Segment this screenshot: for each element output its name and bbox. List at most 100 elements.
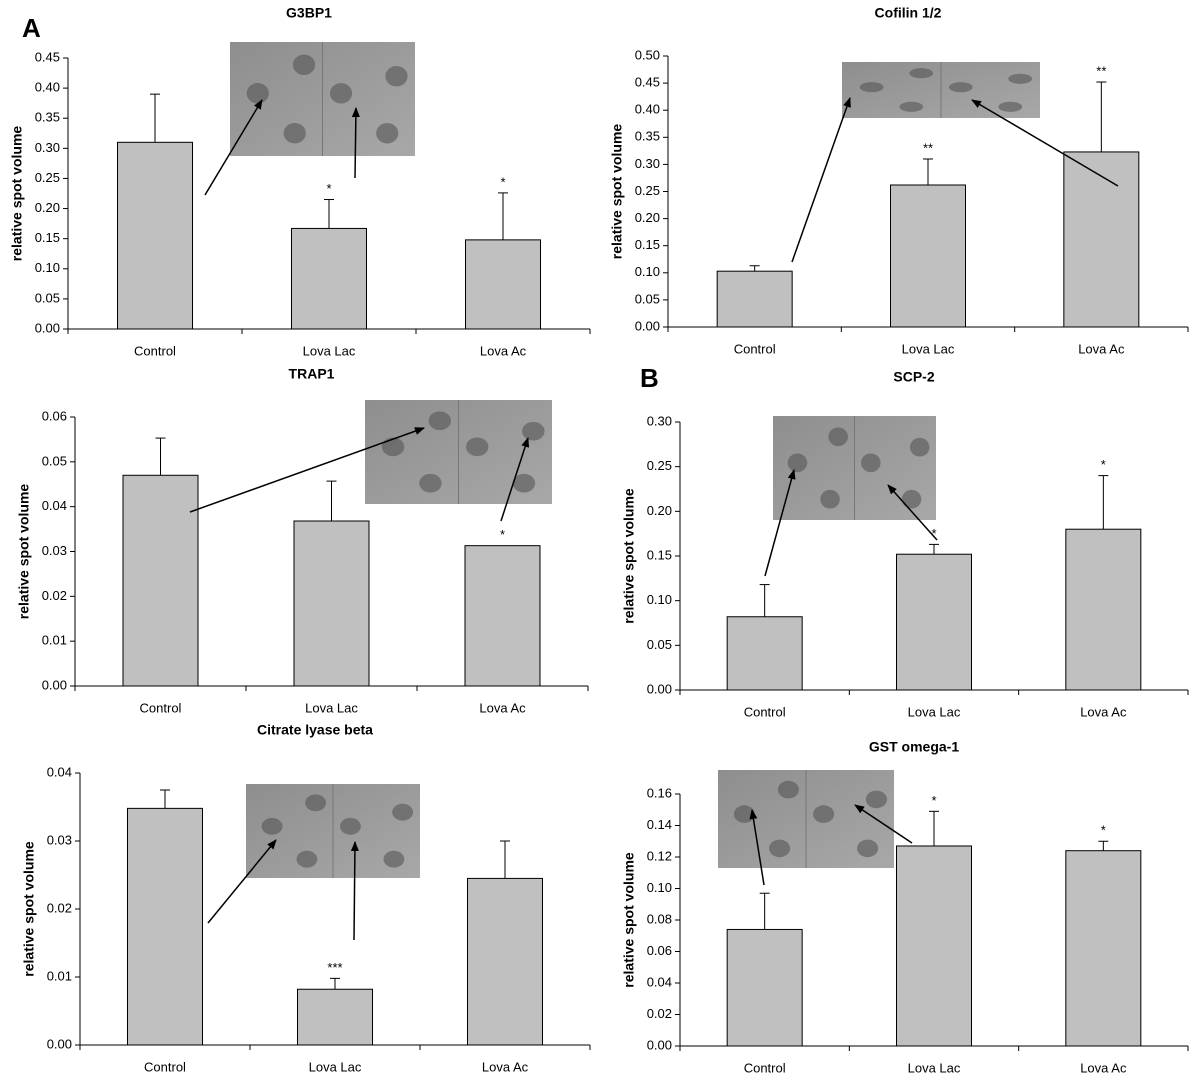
x-tick-label: Control (134, 343, 176, 358)
x-tick-label: Control (744, 1060, 786, 1075)
y-tick-label: 0.05 (42, 453, 67, 468)
gel-spot (292, 54, 316, 76)
gel-spot (246, 83, 269, 104)
x-tick-label: Lova Lac (305, 700, 358, 715)
arrow (854, 804, 913, 844)
y-axis-label: relative spot volume (609, 124, 625, 260)
chart-title: SCP-2 (893, 369, 934, 385)
arrow (749, 809, 765, 886)
y-tick-label: 0.40 (635, 102, 660, 117)
gel-spot (522, 421, 545, 441)
bar (726, 928, 803, 1047)
y-tick-label: 0.45 (635, 75, 660, 90)
y-tick-label: 0.40 (35, 80, 60, 95)
y-tick-label: 0.00 (647, 681, 672, 696)
gel-spot (261, 817, 283, 835)
y-tick-label: 0.30 (35, 140, 60, 155)
bar (1065, 528, 1142, 691)
bar (291, 227, 367, 330)
gel-spot (828, 427, 848, 447)
y-tick-label: 0.35 (635, 129, 660, 144)
bar (293, 520, 370, 687)
y-tick-label: 0.15 (35, 230, 60, 245)
y-tick-label: 0.25 (635, 183, 660, 198)
y-axis-label: relative spot volume (621, 488, 637, 624)
significance: *** (327, 960, 342, 975)
gel-spot (899, 101, 924, 112)
y-tick-label: 0.00 (635, 318, 660, 333)
gel-spot (777, 780, 799, 799)
chart-title: GST omega-1 (869, 739, 959, 755)
x-tick-label: Lova Ac (479, 700, 526, 715)
bar (1063, 151, 1140, 328)
y-axis-label: relative spot volume (21, 841, 37, 977)
significance: * (326, 181, 331, 196)
x-tick-label: Lova Lac (908, 704, 961, 719)
gel-spot (512, 473, 536, 493)
y-tick-label: 0.50 (635, 47, 660, 62)
gel-spot (329, 83, 353, 104)
bar (464, 545, 541, 687)
x-tick-label: Lova Ac (480, 343, 527, 358)
x-tick-label: Control (140, 700, 182, 715)
bar (465, 239, 541, 330)
panel-label: B (640, 363, 659, 393)
y-tick-label: 0.25 (35, 170, 60, 185)
y-tick-label: 0.03 (47, 832, 72, 847)
x-tick-label: Lova Lac (908, 1060, 961, 1075)
chart-title: Cofilin 1/2 (875, 5, 942, 21)
y-tick-label: 0.05 (635, 291, 660, 306)
x-tick-label: Control (744, 704, 786, 719)
gel-spot (859, 82, 884, 93)
x-tick-label: Lova Lac (303, 343, 356, 358)
y-tick-label: 0.05 (35, 290, 60, 305)
y-tick-label: 0.05 (647, 637, 672, 652)
y-tick-label: 0.10 (35, 260, 60, 275)
significance: * (931, 793, 936, 808)
arrow (351, 107, 360, 179)
gel-spot (383, 850, 405, 868)
x-tick-label: Control (734, 341, 776, 356)
gel-spot (948, 82, 973, 93)
y-tick-label: 0.00 (647, 1037, 672, 1052)
significance: * (1101, 823, 1106, 838)
gel-spot (419, 473, 442, 493)
significance: * (1101, 457, 1106, 472)
x-tick-label: Lova Lac (309, 1059, 362, 1074)
y-tick-label: 0.00 (42, 677, 67, 692)
y-tick-label: 0.14 (647, 817, 672, 832)
y-tick-label: 0.10 (635, 264, 660, 279)
x-tick-label: Lova Ac (1080, 1060, 1127, 1075)
y-tick-label: 0.30 (647, 413, 672, 428)
gel-spot (813, 805, 835, 823)
y-tick-label: 0.08 (647, 911, 672, 926)
x-tick-label: Control (144, 1059, 186, 1074)
bar (122, 474, 199, 687)
arrow (791, 97, 851, 263)
gel-spot (283, 122, 306, 144)
gel-spot (465, 437, 489, 457)
bar (297, 988, 373, 1046)
bar (716, 270, 793, 328)
y-tick-label: 0.04 (47, 764, 72, 779)
gel-spot (769, 839, 791, 858)
gel-spot (857, 839, 879, 858)
arrow (350, 841, 359, 941)
y-axis-label: relative spot volume (16, 484, 32, 620)
gel-spot (733, 805, 755, 823)
panel-label: A (22, 13, 41, 43)
bar (467, 877, 543, 1046)
chart-title: G3BP1 (286, 5, 332, 21)
gel-spot (296, 850, 318, 868)
y-tick-label: 0.02 (42, 588, 67, 603)
gel-spot (1008, 73, 1033, 84)
y-tick-label: 0.00 (35, 320, 60, 335)
gel-spot (861, 453, 881, 473)
gel-spot (901, 489, 922, 509)
gel-spot (787, 453, 808, 473)
y-tick-label: 0.30 (635, 156, 660, 171)
bar (117, 141, 193, 330)
y-tick-label: 0.20 (635, 210, 660, 225)
y-tick-label: 0.12 (647, 848, 672, 863)
